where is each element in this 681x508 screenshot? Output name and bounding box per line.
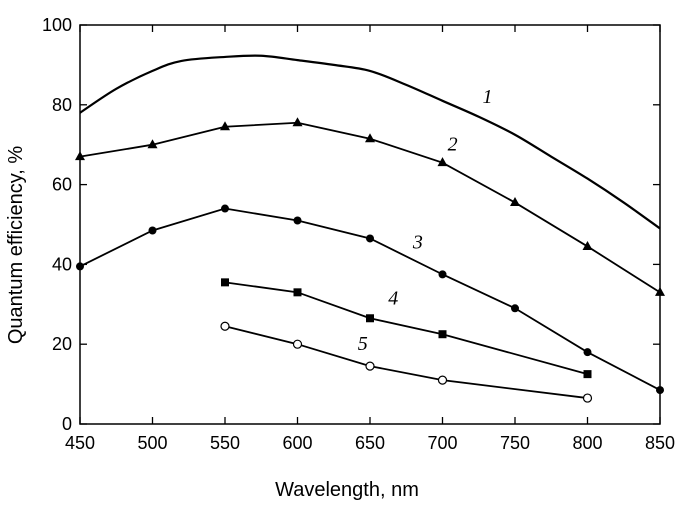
filled-circle-marker [366, 234, 374, 243]
triangle-marker [220, 121, 230, 131]
series-1 [79, 54, 661, 230]
series-label-3: 3 [412, 231, 423, 253]
x-tick-label: 550 [210, 433, 240, 453]
x-tick-label: 750 [500, 433, 530, 453]
triangle-marker [365, 133, 375, 143]
x-tick-label: 600 [282, 433, 312, 453]
y-tick-label: 100 [42, 15, 72, 35]
y-tick-label: 20 [52, 334, 72, 354]
filled-circle-marker [293, 216, 302, 225]
x-tick-label: 650 [355, 433, 385, 453]
triangle-marker [75, 151, 85, 161]
series-labels: 1 2 3 4 5 [358, 86, 493, 355]
x-tick-label: 700 [427, 433, 457, 453]
y-tick-label: 0 [62, 414, 72, 434]
series-5 [220, 321, 593, 403]
y-axis-title: Quantum efficiency, % [5, 146, 27, 344]
x-axis-title: Wavelength, nm [275, 479, 419, 501]
series-4 [221, 278, 592, 379]
open-circle-marker [582, 393, 593, 403]
square-marker [293, 288, 302, 297]
series-3 [76, 204, 664, 395]
filled-circle-marker [148, 226, 157, 235]
y-tick-label: 80 [52, 95, 72, 115]
open-circle-marker [437, 375, 448, 385]
x-tick-label: 800 [572, 433, 602, 453]
series-label-2: 2 [448, 134, 458, 156]
filled-circle-marker [656, 386, 664, 395]
open-circle-marker [220, 321, 230, 331]
series-5-line [224, 325, 588, 399]
y-tick-label: 40 [52, 254, 72, 274]
open-circle-marker [365, 361, 375, 371]
series-label-5: 5 [358, 333, 368, 355]
filled-circle-marker [438, 270, 447, 279]
series-label-1: 1 [482, 86, 492, 108]
series-2 [75, 117, 665, 296]
triangle-marker [655, 286, 665, 296]
series-label-4: 4 [388, 287, 398, 309]
filled-circle-marker [221, 204, 229, 213]
series-layer [75, 54, 665, 403]
square-marker [366, 314, 374, 323]
square-marker [221, 278, 229, 287]
series-1-line [79, 54, 661, 230]
series-4-line [224, 281, 588, 375]
open-circle-marker [292, 339, 303, 349]
triangle-marker [582, 240, 593, 250]
square-marker [438, 330, 447, 339]
triangle-marker [510, 197, 520, 207]
x-tick-label: 450 [65, 433, 95, 453]
filled-circle-marker [511, 304, 519, 313]
square-marker [583, 370, 592, 379]
triangle-marker [437, 157, 448, 167]
y-tick-label: 60 [52, 175, 72, 195]
axis-ticks: 450 500 550 600 650 700 750 800 850 0 20 40 60 80 100 [42, 15, 675, 453]
x-tick-label: 500 [137, 433, 167, 453]
x-tick-label: 850 [645, 433, 675, 453]
triangle-marker [292, 117, 303, 127]
filled-circle-marker [583, 348, 592, 357]
series-2-line [79, 121, 661, 294]
triangle-marker [147, 139, 158, 149]
filled-circle-marker [76, 262, 84, 271]
